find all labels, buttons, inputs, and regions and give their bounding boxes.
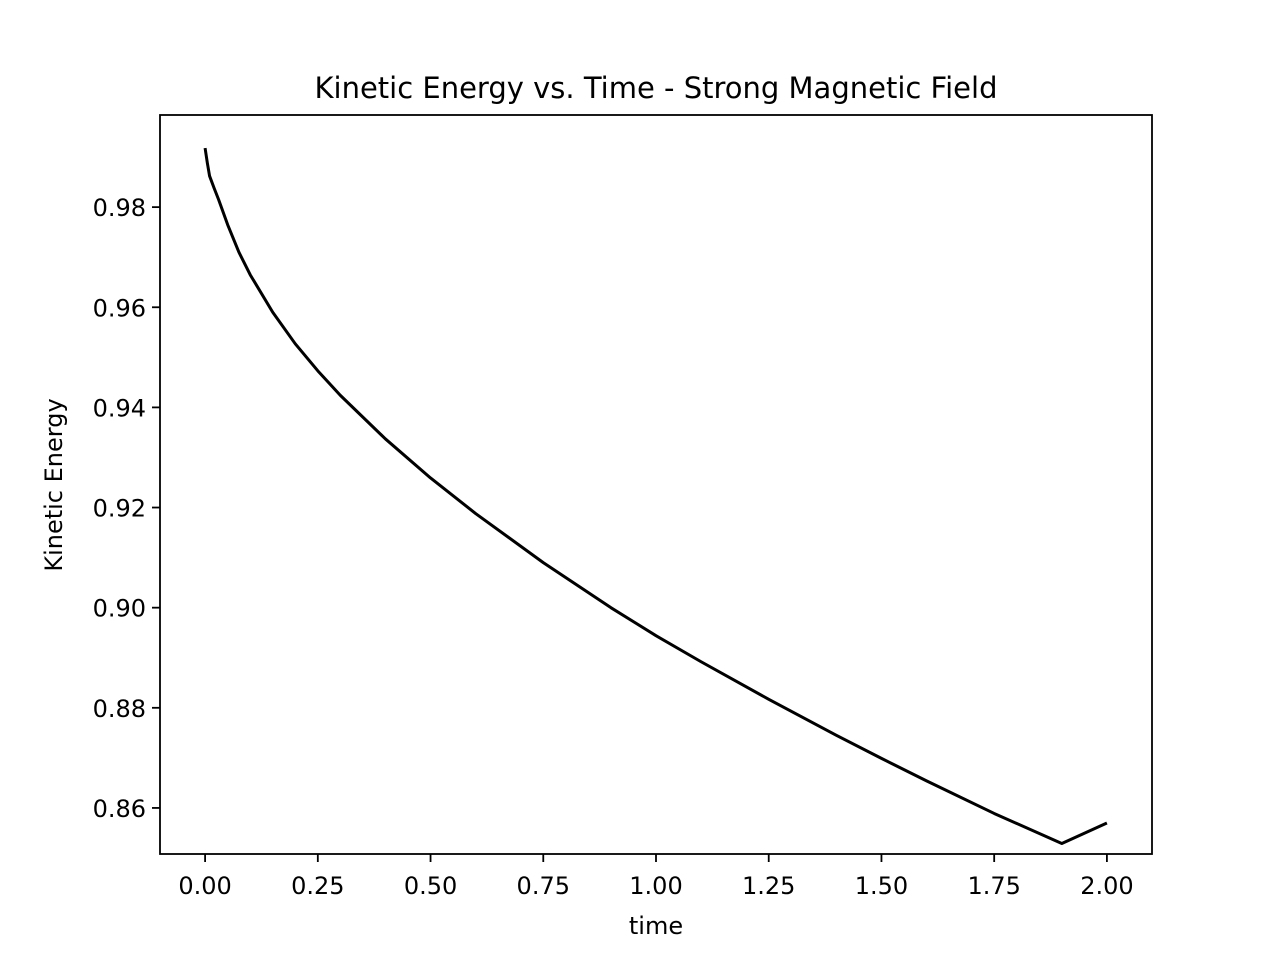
x-axis-ticks: 0.00 0.25 0.50 0.75 1.00 1.25 1.50 1.75 2.00 xyxy=(178,854,1134,900)
y-axis-label: Kinetic Energy xyxy=(40,398,68,571)
y-tick-label: 0.94 xyxy=(93,394,146,422)
plot-frame xyxy=(159,114,1153,855)
x-tick-label: 0.75 xyxy=(517,872,570,900)
x-tick-label: 2.00 xyxy=(1080,872,1133,900)
x-tick-label: 1.00 xyxy=(629,872,682,900)
y-tick-label: 0.90 xyxy=(93,595,146,623)
plot-lines xyxy=(203,147,1108,845)
y-tick-label: 0.88 xyxy=(93,695,146,723)
x-tick-label: 0.00 xyxy=(178,872,231,900)
x-tick-label: 1.50 xyxy=(855,872,908,900)
x-axis-label: time xyxy=(629,912,683,940)
x-tick-label: 1.25 xyxy=(742,872,795,900)
chart-title: Kinetic Energy vs. Time - Strong Magneti… xyxy=(315,71,998,105)
y-tick-label: 0.92 xyxy=(93,495,146,523)
y-tick-label: 0.96 xyxy=(93,294,146,322)
x-tick-label: 0.25 xyxy=(291,872,344,900)
series-line xyxy=(203,147,1108,845)
y-tick-label: 0.86 xyxy=(93,795,146,823)
y-axis-ticks: 0.86 0.88 0.90 0.92 0.94 0.96 0.98 xyxy=(93,194,160,823)
y-tick-label: 0.98 xyxy=(93,194,146,222)
x-tick-label: 1.75 xyxy=(967,872,1020,900)
x-tick-label: 0.50 xyxy=(404,872,457,900)
